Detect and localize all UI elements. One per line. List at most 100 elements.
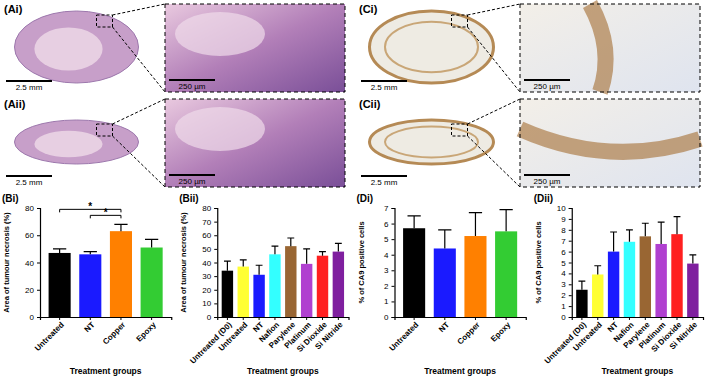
scale-bar (169, 79, 215, 81)
y-tick-label: 30 (202, 272, 211, 281)
y-tick: 20 (25, 286, 40, 295)
scale-bar (6, 80, 52, 82)
bar (285, 246, 296, 317)
y-tick-label: 7 (561, 237, 566, 246)
y-tick-mark (392, 255, 395, 256)
x-tick-mark (322, 317, 323, 320)
y-tick: 60 (25, 231, 40, 240)
y-tick-mark (569, 306, 572, 307)
y-axis: 01020304050607080 (202, 204, 217, 322)
zoom-line (113, 136, 166, 187)
error-bar (53, 249, 66, 253)
error-bar (610, 232, 617, 252)
x-axis-title: Treatment groups (601, 366, 673, 376)
x-tick-mark (629, 317, 630, 320)
x-axis: UntreatedNTCopperEpoxy (388, 317, 527, 353)
bar (624, 242, 635, 317)
scale-label: 2.5 mm (16, 178, 43, 187)
y-tick-label: 9 (561, 215, 566, 224)
zoom-image (165, 4, 345, 92)
stained-band (520, 129, 700, 152)
y-tick: 4 (561, 269, 571, 278)
error-bar (303, 249, 310, 264)
scale-label: 2.5 mm (371, 83, 398, 92)
bar (269, 254, 280, 317)
y-tick-label: 2 (384, 282, 389, 291)
chart: 012345678910Untreated (D0)UntreatedNTNaf… (534, 193, 704, 376)
scale-bar (524, 174, 570, 176)
panel-label: (Aii) (4, 98, 26, 110)
y-tick: 40 (202, 259, 217, 268)
x-axis: UntreatedNTCopperEpoxy (33, 317, 172, 353)
axis-line (395, 318, 526, 321)
y-tick-mark (214, 208, 217, 209)
y-tick-label: 40 (202, 259, 211, 268)
axis-line (569, 209, 573, 318)
y-tick-label: 0 (30, 313, 35, 322)
x-axis-title: Treatment groups (247, 366, 319, 376)
x-tick: Untreated (217, 317, 250, 353)
y-tick-mark (392, 239, 395, 240)
x-tick-mark (506, 317, 507, 320)
y-tick: 10 (557, 204, 572, 213)
bar (79, 254, 101, 317)
x-axis: Untreated (D0)UntreatedNTNafionParyleneP… (188, 317, 349, 366)
scale-label: 250 µm (179, 82, 206, 91)
zoom-line (113, 99, 166, 124)
region-box (97, 15, 113, 27)
chart-title: (Bii) (179, 193, 198, 204)
y-tick: 9 (561, 215, 571, 224)
x-tick-mark (338, 317, 339, 320)
error-bar (642, 223, 649, 236)
y-tick: 7 (561, 237, 571, 246)
y-tick-mark (37, 317, 40, 318)
bar (110, 231, 132, 317)
zoom-line (468, 27, 521, 92)
x-tick: Untreated (388, 317, 421, 353)
zoom-image (165, 99, 345, 187)
necrotic-area (175, 12, 265, 56)
x-tick-mark (120, 317, 121, 320)
y-tick: 10 (202, 299, 217, 308)
bar (592, 274, 603, 317)
bar (333, 252, 344, 317)
bars (403, 210, 517, 317)
y-tick-mark (214, 263, 217, 264)
x-tick: Epoxy (135, 317, 159, 344)
y-axis: 01234567 (384, 204, 395, 322)
y-tick-mark (569, 263, 572, 264)
y-tick: 7 (384, 204, 394, 213)
y-tick-mark (214, 290, 217, 291)
y-axis: 020406080 (25, 204, 40, 322)
region-box (97, 124, 113, 136)
x-tick-mark (90, 317, 91, 320)
x-axis-title: Treatment groups (424, 366, 496, 376)
y-tick-label: 5 (384, 235, 389, 244)
zoom-frame (165, 4, 345, 92)
error-bar (335, 243, 342, 251)
bars (49, 224, 163, 317)
x-tick-mark (414, 317, 415, 320)
y-tick-mark (392, 270, 395, 271)
x-tick-mark (306, 317, 307, 320)
y-axis-title: % of CA9 positive cells (534, 221, 543, 303)
region-box (452, 124, 468, 136)
y-tick-mark (37, 290, 40, 291)
y-tick-label: 4 (384, 251, 389, 260)
error-bar (84, 252, 97, 255)
x-tick: Si Nitride (668, 317, 700, 351)
chart-title: (Bi) (2, 193, 19, 204)
axis-line (37, 209, 41, 318)
x-tick: Epoxy (489, 317, 513, 344)
bar (222, 271, 233, 317)
plot: 01234567UntreatedNTCopperEpoxy (384, 204, 526, 353)
y-tick: 3 (561, 280, 571, 289)
scale-bar (361, 175, 407, 177)
error-bar (469, 213, 482, 236)
chart-title: (Di) (357, 193, 374, 204)
tissue-section (370, 11, 494, 83)
y-tick-mark (569, 230, 572, 231)
zoom-image (520, 4, 700, 92)
tissue-section (370, 120, 494, 164)
stain-ring (385, 127, 478, 158)
